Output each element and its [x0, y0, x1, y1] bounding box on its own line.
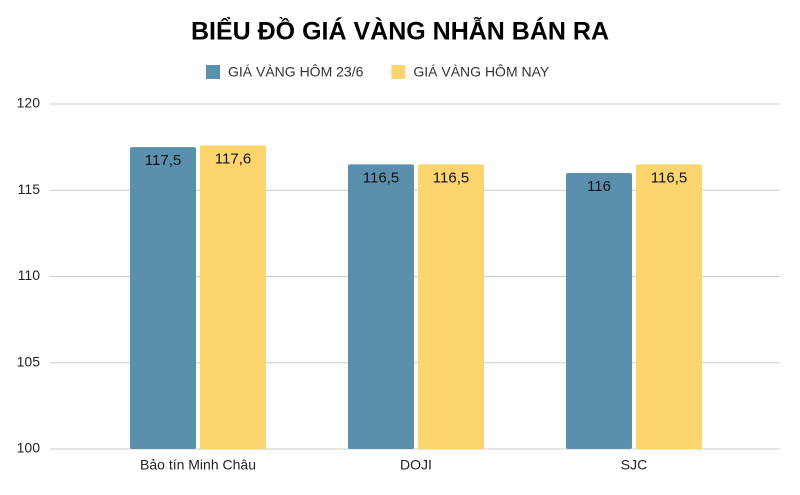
y-tick-label: 120 — [17, 95, 41, 111]
bar — [566, 173, 632, 449]
y-tick-label: 110 — [18, 267, 41, 283]
value-label: 117,5 — [145, 152, 181, 169]
legend-swatch — [206, 65, 220, 79]
x-tick-label: Bảo tín Minh Châu — [140, 457, 256, 473]
value-label: 117,6 — [215, 150, 251, 167]
x-tick-label: DOJI — [400, 457, 432, 473]
legend-label: GIÁ VÀNG HÔM NAY — [413, 64, 550, 80]
bar — [348, 164, 414, 449]
chart-title: BIỂU ĐỒ GIÁ VÀNG NHẪN BÁN RA — [191, 16, 609, 46]
bar — [636, 164, 702, 449]
y-tick-label: 105 — [17, 353, 41, 369]
legend-label: GIÁ VÀNG HÔM 23/6 — [228, 64, 364, 80]
x-tick-label: SJC — [621, 457, 647, 473]
bar — [130, 147, 196, 449]
legend-swatch — [391, 65, 406, 79]
y-tick-label: 100 — [17, 440, 41, 456]
value-label: 116,5 — [651, 169, 687, 186]
value-label: 116,5 — [433, 169, 469, 186]
bar — [418, 164, 484, 449]
y-tick-label: 115 — [18, 181, 41, 197]
bar — [200, 145, 266, 449]
value-label: 116,5 — [363, 169, 399, 186]
value-label: 116 — [587, 178, 611, 195]
